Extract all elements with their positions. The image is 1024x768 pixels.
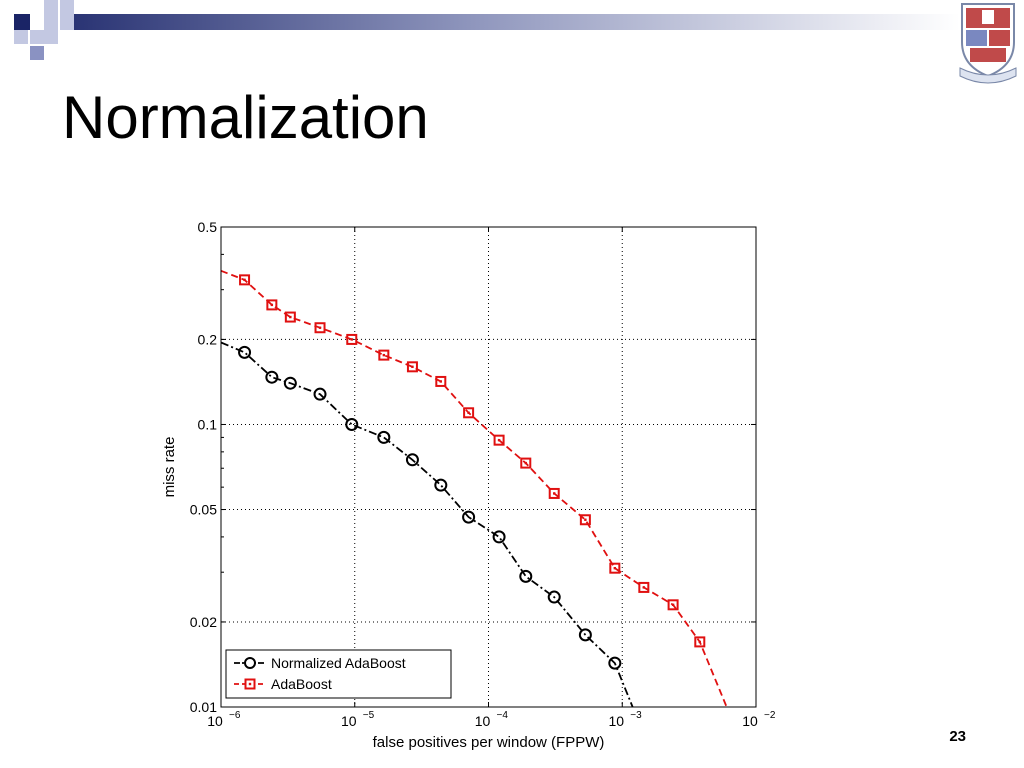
data-point-center (411, 365, 414, 369)
x-tick-exponent: −3 (630, 710, 642, 721)
data-point (265, 370, 279, 384)
data-point-center (497, 438, 501, 442)
data-point (547, 590, 561, 604)
data-point-center (439, 380, 443, 383)
data-point (492, 530, 506, 544)
data-point (283, 376, 297, 390)
data-point (462, 510, 476, 524)
data-point (520, 457, 532, 469)
y-tick-label: 0.02 (190, 614, 217, 630)
series-normalized-adaboost (221, 341, 634, 707)
checker-squares-icon (14, 0, 960, 60)
y-tick-label: 0.5 (198, 219, 218, 235)
x-tick-label: 10 (608, 713, 624, 729)
data-point-center (642, 586, 646, 589)
data-point-center (671, 603, 675, 607)
data-point (609, 562, 621, 574)
miss-rate-chart: 10 −6 10 −5 10 −4 10 −3 10 −2 0.01 0.02 0.05 0.1 0.2 0.… (161, 219, 776, 751)
legend-box (225, 649, 452, 699)
data-point (548, 487, 560, 499)
data-point (579, 514, 591, 526)
y-axis-label: miss rate (161, 437, 178, 498)
x-tick-exponent: −6 (229, 710, 241, 721)
deco-square (60, 0, 74, 14)
deco-square (44, 30, 58, 44)
data-point-center (524, 461, 527, 465)
legend-label: Normalized AdaBoost (271, 655, 406, 671)
data-point (284, 311, 296, 323)
data-point-center (467, 411, 470, 414)
data-point-center (613, 566, 617, 570)
deco-square (44, 0, 58, 14)
data-point (377, 430, 391, 444)
slide-title: Normalization (62, 84, 429, 151)
data-point-center (350, 338, 353, 341)
data-point (345, 417, 359, 431)
data-point-center (584, 518, 587, 521)
x-tick-label: 10 (207, 713, 223, 729)
series-adaboost (221, 269, 728, 707)
data-point (239, 274, 251, 286)
series-line (221, 341, 634, 707)
y-tick-label: 0.2 (198, 331, 218, 347)
data-point-center (318, 326, 322, 329)
deco-square (44, 14, 58, 30)
legend-marker (244, 657, 256, 669)
data-point (667, 599, 679, 611)
x-tick-label: 10 (742, 713, 758, 729)
x-tick-label: 10 (341, 713, 357, 729)
data-point-center (243, 278, 246, 282)
y-tick-label: 0.05 (190, 502, 217, 518)
data-point (493, 434, 505, 446)
x-axis-label: false positives per window (FPPW) (373, 734, 605, 751)
plot-frame (220, 226, 757, 708)
deco-square (14, 30, 28, 44)
data-point-center (553, 492, 556, 495)
data-point (238, 345, 252, 359)
deco-square (60, 14, 74, 30)
data-point (406, 361, 418, 373)
data-point-center (289, 315, 292, 319)
data-point (694, 636, 706, 648)
data-point (434, 478, 448, 492)
deco-square (30, 46, 44, 60)
data-point (314, 322, 326, 334)
x-tick-exponent: −5 (363, 710, 375, 721)
data-point (638, 581, 650, 593)
data-point (313, 387, 327, 401)
data-point (608, 656, 622, 670)
data-point-center (382, 353, 386, 357)
data-point (435, 375, 447, 387)
data-point (463, 407, 475, 419)
data-point (405, 453, 419, 467)
data-point (266, 299, 278, 311)
data-point-center (698, 640, 701, 644)
deco-square (14, 14, 30, 30)
data-point (346, 333, 358, 345)
data-point (519, 569, 533, 583)
y-tick-label: 0.01 (190, 699, 217, 715)
university-crest-icon (959, 3, 1017, 84)
x-tick-label: 10 (475, 713, 491, 729)
header-gradient-bar (74, 14, 960, 30)
data-point (578, 628, 592, 642)
data-point (378, 349, 390, 361)
page-number: 23 (949, 728, 966, 745)
x-tick-exponent: −4 (497, 710, 509, 721)
deco-square (30, 30, 44, 44)
legend: Normalized AdaBoost AdaBoost (225, 649, 452, 699)
legend-label: AdaBoost (271, 676, 332, 692)
x-tick-exponent: −2 (764, 710, 776, 721)
data-point-center (270, 303, 274, 307)
y-tick-label: 0.1 (198, 416, 218, 432)
legend-marker-center (248, 682, 252, 686)
